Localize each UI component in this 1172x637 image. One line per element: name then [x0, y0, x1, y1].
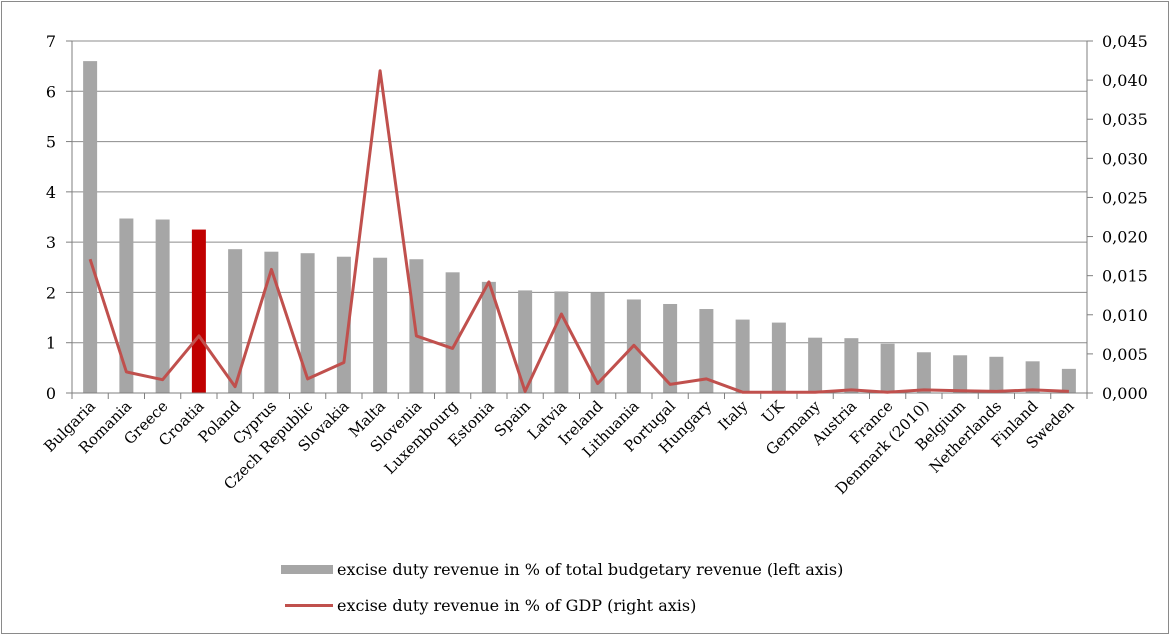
left-tick-label: 5	[46, 133, 56, 152]
right-tick-label: 0,000	[1102, 384, 1148, 403]
right-tick-label: 0,035	[1102, 110, 1148, 129]
right-tick-label: 0,040	[1102, 71, 1148, 90]
bar	[1061, 368, 1076, 393]
category-labels: BulgariaRomaniaGreeceCroatiaPolandCyprus…	[40, 393, 1088, 498]
right-tick-label: 0,005	[1102, 345, 1148, 364]
left-tick-label: 6	[46, 82, 56, 101]
bar	[481, 281, 496, 393]
bar	[1025, 361, 1040, 393]
legend-item-bars: excise duty revenue in % of total budget…	[281, 560, 843, 579]
legend-label-line: excise duty revenue in % of GDP (right a…	[337, 596, 697, 615]
bar-series	[83, 61, 1076, 393]
bar	[771, 322, 786, 393]
bar	[445, 272, 460, 393]
axes	[71, 41, 1088, 394]
bar	[155, 219, 170, 393]
right-tick-label: 0,045	[1102, 32, 1148, 51]
bar	[735, 319, 750, 393]
category-label: UK	[758, 397, 788, 427]
bar	[699, 309, 714, 393]
bar	[300, 253, 315, 393]
bar	[663, 303, 678, 393]
bar	[264, 251, 279, 393]
left-tick-label: 1	[46, 334, 56, 353]
bar	[916, 352, 931, 393]
bar	[336, 256, 351, 393]
bar	[989, 356, 1004, 393]
bar	[554, 291, 569, 393]
bar	[880, 343, 895, 393]
category-label: Italy	[715, 397, 752, 434]
left-tick-label: 7	[46, 32, 56, 51]
bar	[844, 338, 859, 393]
left-tick-label: 0	[46, 384, 56, 403]
line-series	[88, 69, 1069, 394]
bar	[228, 249, 243, 393]
gridlines	[72, 40, 1087, 344]
bar	[590, 292, 605, 393]
bar	[373, 257, 388, 393]
right-tick-label: 0,020	[1102, 228, 1148, 247]
right-tick-label: 0,015	[1102, 267, 1148, 286]
legend-item-line: excise duty revenue in % of GDP (right a…	[285, 596, 696, 615]
right-tick-label: 0,030	[1102, 149, 1148, 168]
bar	[808, 337, 823, 393]
left-tick-label: 4	[46, 183, 56, 202]
gdp-line	[88, 69, 1069, 394]
right-tick-label: 0,010	[1102, 306, 1148, 325]
bar	[191, 229, 206, 393]
right-tick-label: 0,025	[1102, 188, 1148, 207]
left-axis-ticks: 0 1 2 3 4 5 6 7	[46, 32, 72, 403]
bar	[119, 218, 134, 393]
left-tick-label: 3	[46, 233, 56, 252]
left-tick-label: 2	[46, 283, 56, 302]
bar	[518, 290, 533, 393]
legend-swatch-line	[285, 604, 333, 607]
bar	[953, 355, 968, 393]
legend-label-bars: excise duty revenue in % of total budget…	[337, 560, 844, 579]
right-axis-ticks: 0,000 0,005 0,010 0,015 0,020 0,025 0,030 0,035…	[1087, 32, 1148, 403]
bar	[83, 61, 98, 393]
legend-swatch-bar	[281, 565, 333, 574]
